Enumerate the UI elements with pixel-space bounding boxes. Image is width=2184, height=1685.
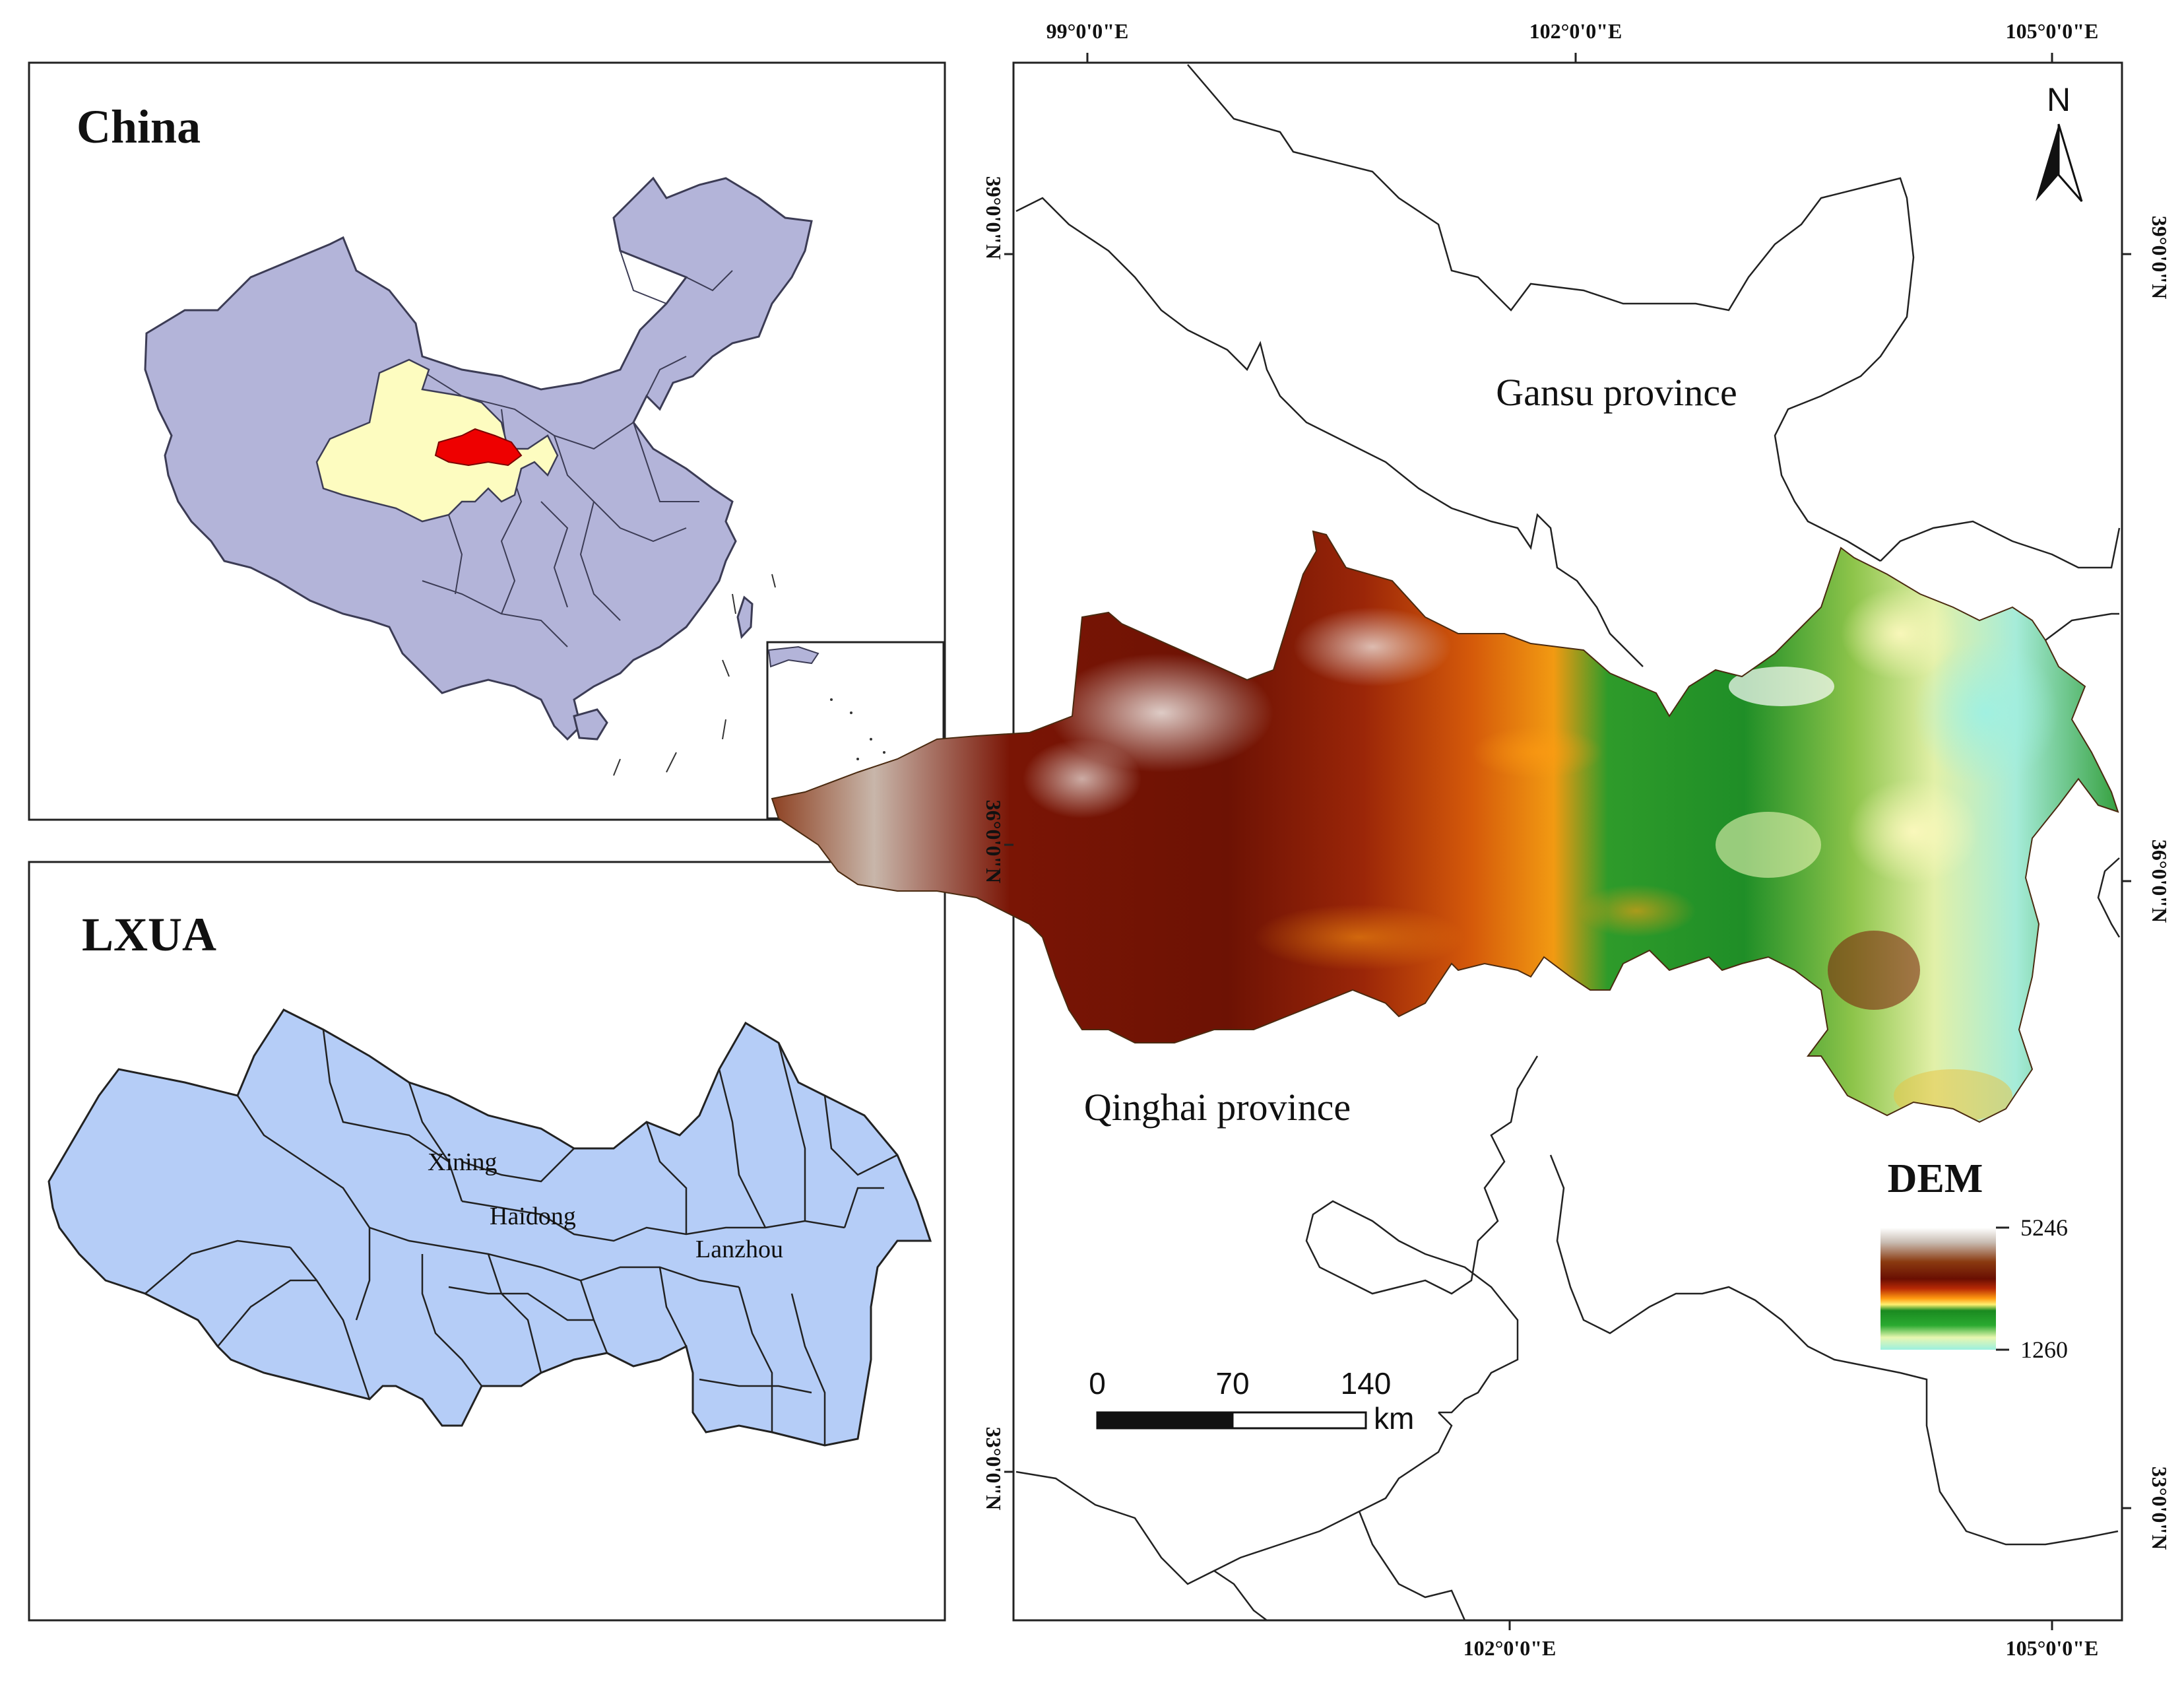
dem-legend-colorbar: [1880, 1228, 1996, 1350]
lxua-outline: [48, 1008, 932, 1447]
bottom-lon-label-102e: 102°0'0"E: [1463, 1636, 1557, 1660]
north-arrow: N: [2036, 81, 2083, 202]
lxua-county-lines: [145, 1029, 898, 1445]
city-label-haidong: Haidong: [490, 1203, 576, 1230]
scale-bar-black-segment: [1096, 1411, 1234, 1430]
top-lon-label-99e: 99°0'0"E: [1046, 19, 1129, 43]
taiwan-island: [736, 595, 754, 640]
scale-tick-70: 70: [1215, 1366, 1249, 1401]
north-arrow-left-icon: [2036, 124, 2059, 201]
city-label-xining: Xining: [428, 1148, 498, 1176]
lxua-region-china: [434, 428, 523, 467]
dem-legend: DEM 5246 1260: [1880, 1156, 2068, 1363]
qinghai-gansu-region: [315, 358, 559, 523]
dem-legend-title: DEM: [1888, 1156, 1983, 1201]
dem-study-area-outline: [771, 530, 2119, 1123]
hainan-island: [573, 708, 608, 741]
right-lat-label-33n: 33°0'0"N: [2148, 1467, 2171, 1550]
scale-bar-white-segment: [1231, 1411, 1367, 1430]
right-lat-label-36n: 36°0'0"N: [2148, 840, 2171, 923]
left-lat-label-33n: 33°0'0"N: [982, 1427, 1006, 1511]
left-lat-label-39n: 39°0'0"N: [982, 176, 1006, 260]
city-label-lanzhou: Lanzhou: [695, 1236, 783, 1263]
bottom-lon-label-105e: 105°0'0"E: [2006, 1636, 2099, 1660]
china-panel-title: China: [77, 100, 201, 153]
scale-tick-140: 140: [1341, 1366, 1392, 1401]
graticule-ticks: [1004, 53, 2131, 1630]
north-arrow-label: N: [2047, 81, 2071, 118]
province-label-qinghai: Qinghai province: [1084, 1086, 1351, 1129]
scale-unit: km: [1374, 1401, 1414, 1436]
dem-panel: 99°0'0"E 102°0'0"E 105°0'0"E 102°0'0"E 1…: [771, 19, 2171, 1660]
lxua-panel-title: LXUA: [82, 908, 216, 961]
nine-dash-line: [613, 574, 776, 776]
top-lon-label-102e: 102°0'0"E: [1529, 19, 1622, 43]
left-lat-label-36n: 36°0'0"N: [982, 800, 1006, 884]
dem-legend-max: 5246: [2020, 1214, 2068, 1241]
dem-legend-min: 1260: [2020, 1337, 2068, 1363]
top-lon-label-105e: 105°0'0"E: [2006, 19, 2099, 43]
right-lat-label-39n: 39°0'0"N: [2148, 216, 2171, 300]
scale-bar: 0 70 140 km: [1089, 1366, 1414, 1436]
north-arrow-right-icon: [2057, 123, 2083, 202]
china-panel: China: [28, 61, 946, 821]
inset-coast: [767, 645, 819, 668]
province-label-gansu: Gansu province: [1496, 371, 1737, 414]
province-boundaries: [1015, 64, 2121, 1621]
scale-tick-0: 0: [1089, 1366, 1106, 1401]
lxua-panel: LXUA Xining Haidong: [28, 861, 946, 1622]
